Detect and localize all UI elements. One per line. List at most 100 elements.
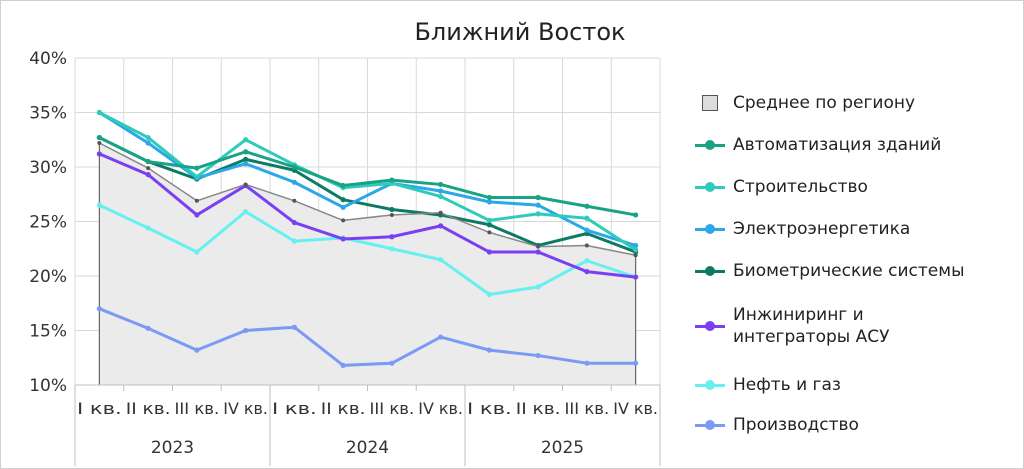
area-fill-average: [99, 143, 636, 385]
data-point: [584, 269, 590, 275]
data-point: [633, 253, 638, 258]
year-label: 2025: [541, 438, 584, 458]
data-point: [145, 225, 151, 231]
y-tick-label: 35%: [29, 104, 67, 124]
data-point: [486, 347, 492, 353]
x-tick-label: III кв.: [175, 399, 220, 418]
data-point: [389, 246, 395, 252]
x-tick-label: III кв.: [565, 399, 610, 418]
data-point: [438, 188, 444, 194]
data-point: [291, 238, 297, 244]
legend-label: Инжиниринг и интеграторы АСУ: [733, 305, 890, 347]
data-point: [97, 141, 102, 146]
x-tick-label: IV кв.: [613, 399, 658, 418]
y-tick-label: 25%: [29, 213, 67, 233]
legend-label: Производство: [733, 415, 859, 435]
data-point: [96, 134, 102, 141]
data-point: [340, 197, 346, 203]
data-point: [145, 325, 151, 331]
x-tick-label: I кв.: [272, 399, 317, 418]
data-point: [243, 182, 248, 187]
data-point: [389, 177, 395, 183]
legend-swatch: [693, 375, 727, 395]
data-point: [341, 218, 346, 223]
x-tick-label: I кв.: [467, 399, 512, 418]
data-point: [584, 243, 589, 248]
legend-item: Производство: [693, 414, 859, 436]
data-point: [487, 230, 492, 235]
data-point: [340, 204, 346, 210]
data-point: [486, 249, 492, 255]
legend-item: Электроэнергетика: [693, 218, 910, 240]
year-label: 2023: [151, 438, 194, 458]
data-point: [145, 134, 151, 141]
legend-label: Строительство: [733, 177, 868, 197]
data-point: [633, 360, 639, 366]
data-point: [194, 347, 200, 353]
series-line: [99, 142, 636, 257]
x-tick-label: I кв.: [77, 399, 122, 418]
legend-item: Среднее по региону: [693, 92, 915, 114]
data-point: [584, 258, 590, 264]
legend-swatch: [693, 93, 727, 113]
data-point: [96, 109, 102, 116]
legend-item: Нефть и газ: [693, 374, 841, 396]
data-point: [536, 244, 541, 249]
data-point: [96, 151, 102, 157]
series-line: [98, 203, 637, 297]
legend-label: Нефть и газ: [733, 375, 841, 395]
data-point: [535, 202, 541, 208]
series-line: [98, 136, 637, 254]
data-point: [438, 257, 444, 263]
data-point: [243, 156, 249, 162]
data-point: [291, 179, 297, 185]
x-tick-label: II кв.: [516, 399, 561, 418]
data-point: [438, 210, 443, 215]
data-point: [291, 324, 297, 330]
year-label: 2024: [346, 438, 389, 458]
x-tick-label: II кв.: [126, 399, 171, 418]
data-point: [389, 206, 395, 213]
data-point: [145, 158, 151, 165]
data-point: [194, 165, 200, 171]
legend-item: Биометрические системы: [693, 260, 965, 282]
data-point: [194, 212, 200, 218]
y-tick-label: 30%: [29, 158, 67, 178]
x-tick-label: IV кв.: [418, 399, 463, 418]
data-point: [243, 149, 249, 155]
data-point: [438, 193, 444, 200]
data-point: [486, 291, 492, 298]
chart-title: Ближний Восток: [414, 18, 626, 46]
legend-label: Среднее по региону: [733, 93, 916, 113]
data-point: [633, 212, 639, 218]
data-point: [243, 137, 249, 143]
data-point: [243, 209, 249, 215]
data-point: [486, 194, 492, 201]
data-point: [486, 217, 492, 224]
data-point: [535, 352, 541, 359]
data-point: [584, 215, 590, 221]
data-point: [146, 166, 151, 171]
x-tick-label: IV кв.: [223, 399, 268, 418]
legend-item: Строительство: [693, 176, 868, 198]
y-tick-label: 40%: [29, 49, 67, 69]
legend-swatch: [693, 219, 727, 239]
data-point: [340, 236, 346, 242]
y-tick-label: 15%: [29, 322, 67, 342]
data-point: [291, 219, 297, 226]
legend-swatch: [693, 415, 727, 435]
data-point: [340, 362, 346, 368]
data-point: [291, 164, 297, 170]
legend-swatch: [693, 261, 727, 281]
series-line: [98, 111, 637, 252]
data-point: [535, 249, 541, 255]
data-point: [243, 161, 249, 167]
data-point: [438, 334, 444, 340]
series-line: [98, 136, 636, 217]
series-line: [98, 307, 636, 367]
data-point: [486, 199, 492, 205]
data-point: [389, 360, 395, 366]
data-point: [438, 223, 444, 229]
data-point: [535, 284, 541, 290]
data-point: [633, 274, 639, 280]
